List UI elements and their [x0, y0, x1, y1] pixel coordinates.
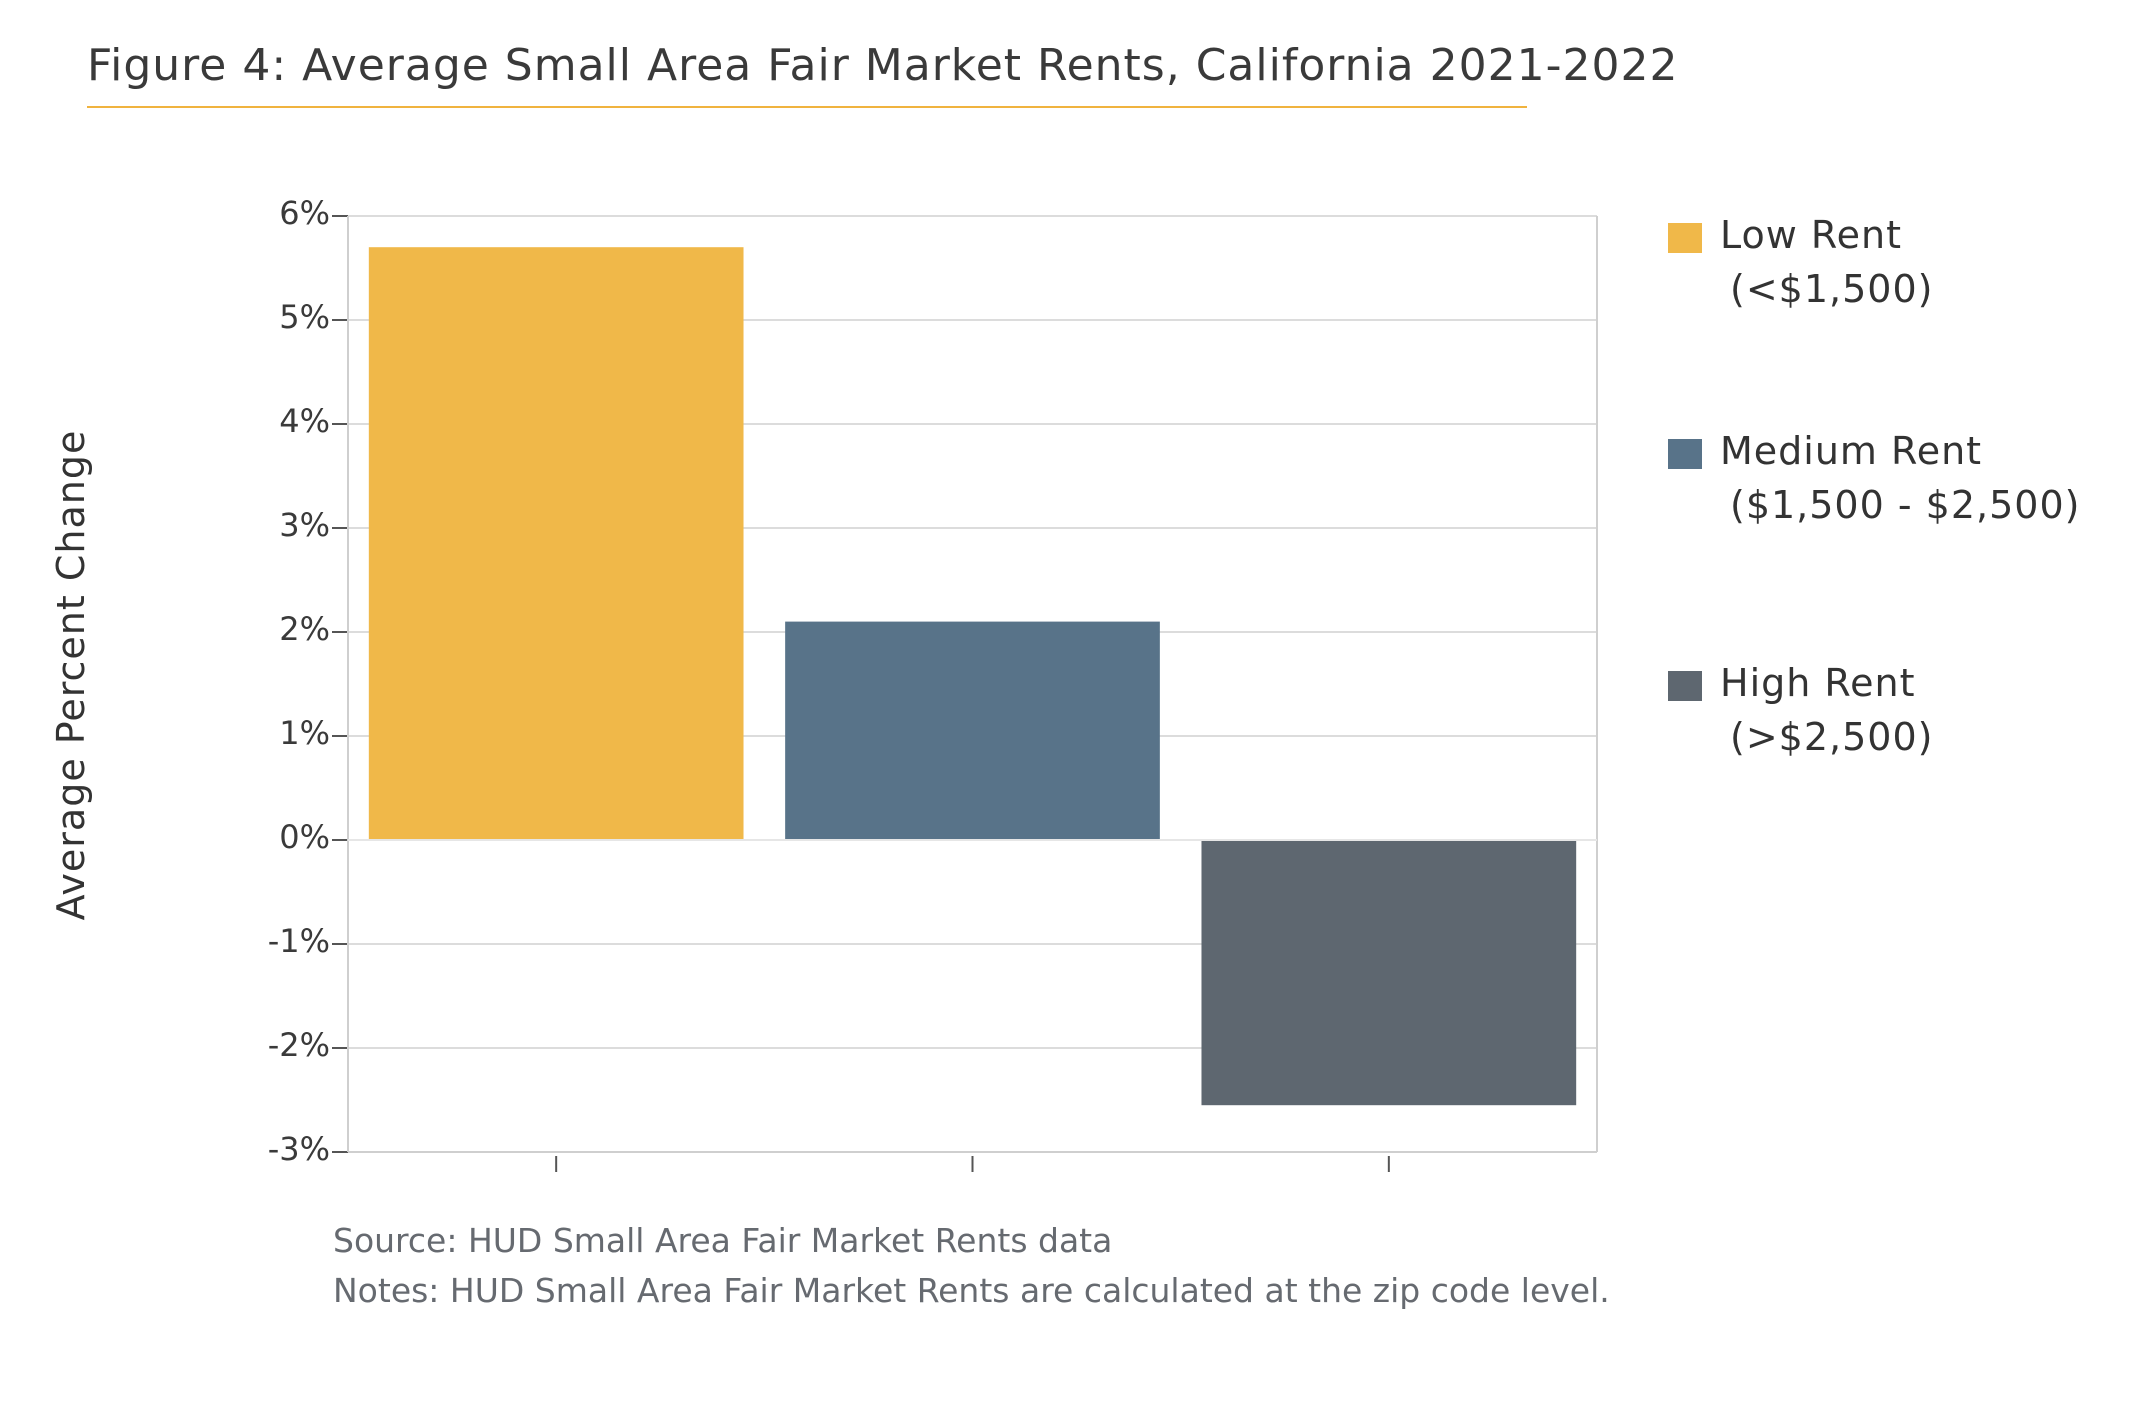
y-tick-label: 4%	[279, 402, 330, 440]
legend-label-low-rent: Low Rent	[1720, 213, 1902, 257]
y-tick-label: -2%	[268, 1026, 330, 1064]
title-underline	[87, 106, 1527, 108]
y-tick-label: -3%	[268, 1130, 330, 1168]
legend-swatch-high-rent	[1668, 671, 1702, 701]
bar-medium-rent	[785, 621, 1160, 840]
chart-notes: Source: HUD Small Area Fair Market Rents…	[333, 1216, 1610, 1316]
bar-high-rent	[1201, 840, 1577, 1106]
y-tick-label: 3%	[279, 506, 330, 544]
legend-label-high-rent: High Rent	[1720, 661, 1916, 705]
legend-label-medium-rent: Medium Rent	[1720, 429, 1983, 473]
legend-item-low-rent: Low Rent (<$1,500)	[1668, 213, 2108, 429]
legend-range-medium-rent: ($1,500 - $2,500)	[1730, 483, 2081, 527]
legend-range-high-rent: (>$2,500)	[1730, 715, 1934, 759]
legend-range-low-rent: (<$1,500)	[1730, 267, 1934, 311]
y-tick-label: 2%	[279, 610, 330, 648]
legend-swatch-low-rent	[1668, 223, 1702, 253]
y-tick-label: 6%	[279, 194, 330, 232]
y-tick-label: 0%	[279, 818, 330, 856]
y-tick-label: 5%	[279, 298, 330, 336]
bar-low-rent	[368, 247, 744, 840]
legend-item-medium-rent: Medium Rent ($1,500 - $2,500)	[1668, 429, 2108, 661]
bars	[368, 247, 1577, 1106]
y-tick-label: -1%	[268, 922, 330, 960]
y-axis-label: Average Percent Change	[49, 430, 93, 921]
figure-title: Figure 4: Average Small Area Fair Market…	[87, 40, 1679, 91]
y-tick-labels: 6% 5% 4% 3% 2% 1% 0% -1% -2% -3%	[268, 194, 330, 1168]
axes	[332, 215, 1598, 1172]
legend: Low Rent (<$1,500) Medium Rent ($1,500 -…	[1668, 213, 2108, 877]
source-note: Source: HUD Small Area Fair Market Rents…	[333, 1221, 1113, 1260]
notes-text: Notes: HUD Small Area Fair Market Rents …	[333, 1271, 1610, 1310]
y-tick-label: 1%	[279, 714, 330, 752]
legend-swatch-medium-rent	[1668, 439, 1702, 469]
legend-item-high-rent: High Rent (>$2,500)	[1668, 661, 2108, 877]
